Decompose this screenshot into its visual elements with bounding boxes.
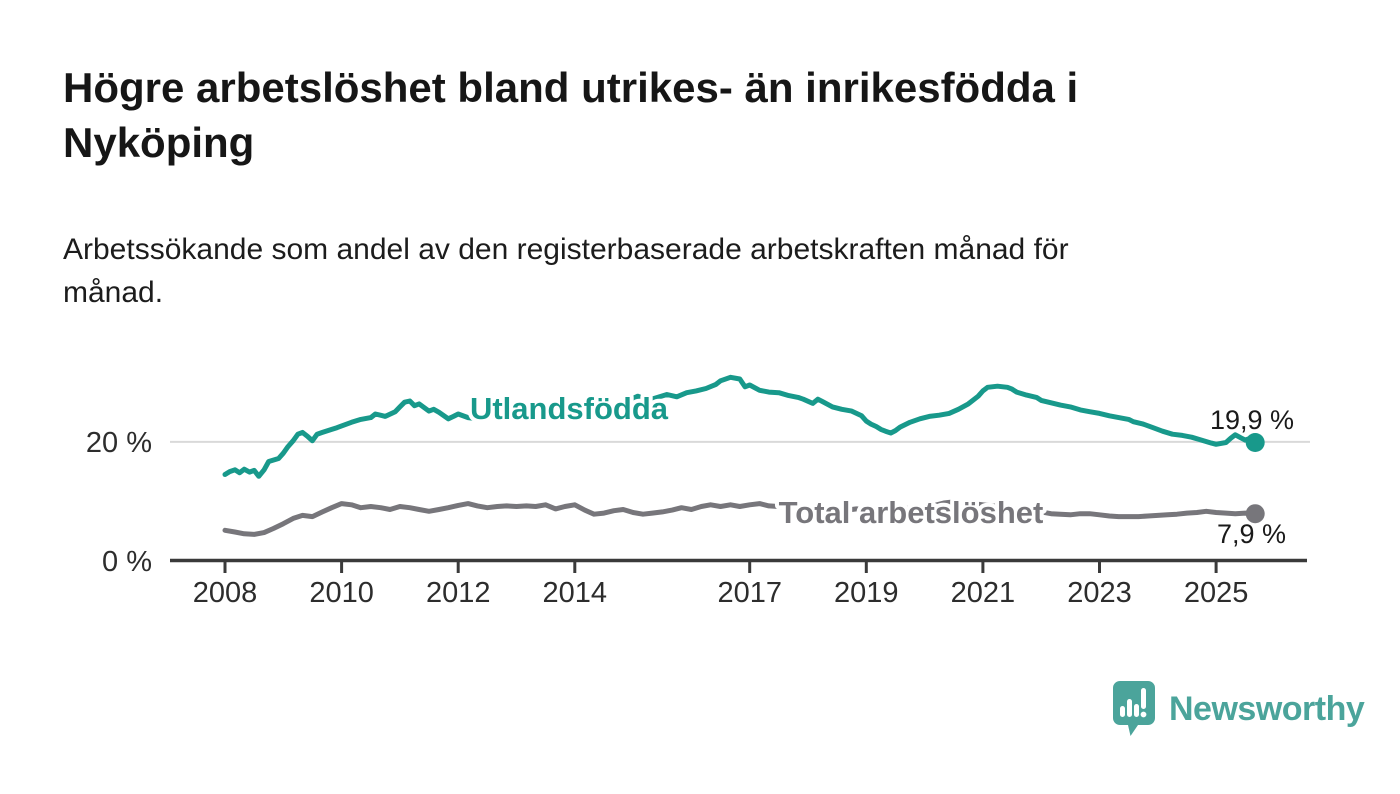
y-tick-label-20: 20 % <box>86 427 152 459</box>
series-label-utlandsfodda: Utlandsfödda <box>470 391 669 426</box>
x-tick-label: 2025 <box>1184 577 1249 609</box>
x-axis-tick-labels: 2008 2010 2012 2014 2017 2019 2021 2023 2025 <box>193 577 1249 609</box>
series-end-dot-utlandsfodda <box>1245 433 1265 452</box>
x-tick-label: 2008 <box>193 577 258 609</box>
end-value-label-total: 7,9 % <box>1217 519 1286 549</box>
x-tick-label: 2021 <box>951 577 1016 609</box>
series-end-dot-total <box>1245 504 1265 524</box>
series-line-utlandsfodda <box>222 374 1258 479</box>
end-value-label-utlandsfodda: 19,9 % <box>1210 405 1294 435</box>
brand-name: Newsworthy <box>1169 689 1365 728</box>
x-axis-ticks <box>223 559 1218 573</box>
newsworthy-logo-icon <box>1113 681 1155 736</box>
brand-logo: Newsworthy <box>1112 680 1365 738</box>
page-title-line2: Nyköping <box>63 119 255 166</box>
x-tick-label: 2012 <box>426 577 491 609</box>
x-tick-label: 2014 <box>543 577 608 609</box>
series-line-total <box>222 499 1258 537</box>
series-lines <box>222 374 1258 537</box>
x-tick-label: 2017 <box>717 577 782 609</box>
x-tick-label: 2010 <box>309 577 374 609</box>
page-title-line1: Högre arbetslöshet bland utrikes- än inr… <box>63 64 1079 111</box>
x-tick-label: 2023 <box>1067 577 1132 609</box>
page-subtitle-line1: Arbetssökande som andel av den registerb… <box>63 233 1069 266</box>
y-tick-label-0: 0 % <box>102 546 152 578</box>
page-title: Högre arbetslöshet bland utrikes- än inr… <box>63 60 1393 170</box>
page-subtitle: Arbetssökande som andel av den registerb… <box>63 228 1263 314</box>
x-tick-label: 2019 <box>834 577 899 609</box>
series-end-dots <box>1245 433 1265 524</box>
page-subtitle-line2: månad. <box>63 276 164 309</box>
series-label-total-arbetsloshet: Total arbetslöshet <box>779 495 1044 530</box>
